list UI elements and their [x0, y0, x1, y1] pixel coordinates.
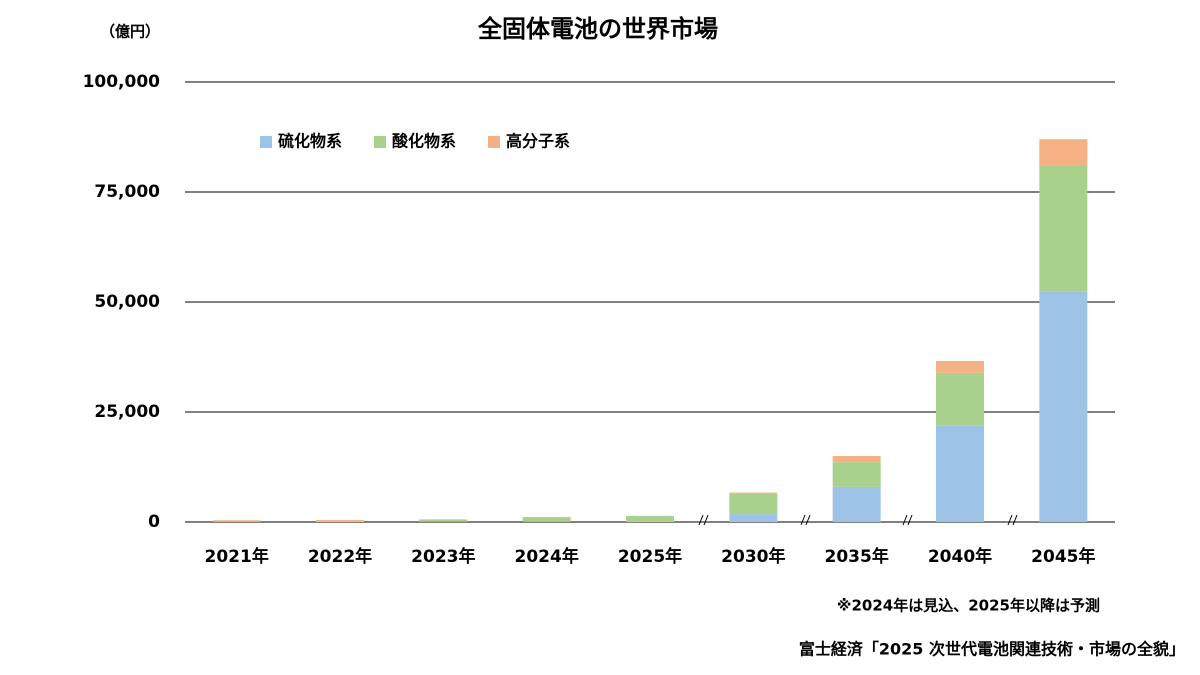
x-tick-label: 2030年 [721, 546, 785, 567]
y-tick-label: 0 [148, 512, 160, 532]
note: ※2024年は見込、2025年以降は予測 [837, 597, 1100, 615]
bar-segment [316, 521, 364, 522]
bar-segment [729, 492, 778, 494]
legend-swatch [374, 136, 386, 148]
legend-label: 高分子系 [506, 132, 570, 151]
y-tick-label: 25,000 [94, 402, 160, 422]
bar-segment [1039, 165, 1088, 292]
bar-segment [729, 493, 778, 515]
legend-label: 酸化物系 [392, 132, 456, 151]
x-tick-label: 2040年 [928, 546, 992, 567]
bar-segment [936, 425, 984, 522]
bar-segment [1039, 139, 1088, 166]
bar-segment [832, 456, 881, 463]
legend-label: 硫化物系 [278, 132, 342, 151]
bar-segment [419, 520, 468, 522]
bar-segment [832, 486, 881, 522]
bar-segment [729, 514, 778, 522]
x-tick-label: 2023年 [411, 546, 475, 567]
bar-segment [419, 519, 468, 521]
y-tick-label: 50,000 [94, 292, 160, 312]
axis-break-marks [698, 514, 1018, 526]
bar-segment [936, 372, 984, 426]
y-unit: （億円） [100, 23, 160, 41]
bar-segment [212, 520, 261, 522]
x-tick-label: 2021年 [205, 546, 269, 567]
bar-segment [522, 517, 571, 522]
source: 富士経済「2025 次世代電池関連技術・市場の全貌」 [799, 640, 1185, 659]
bar-segment [626, 521, 674, 522]
y-tick-label: 75,000 [94, 182, 160, 202]
x-tick-label: 2024年 [515, 546, 579, 567]
bar-segment [316, 520, 364, 522]
legend-swatch [488, 136, 500, 148]
bar-segment [832, 462, 881, 487]
chart-title: 全固体電池の世界市場 [477, 15, 718, 43]
legend-swatch [260, 136, 272, 148]
x-tick-label: 2045年 [1031, 546, 1095, 567]
y-tick-label: 100,000 [83, 72, 161, 92]
bar-segment [1039, 291, 1088, 522]
x-tick-label: 2022年 [308, 546, 372, 567]
x-tick-label: 2035年 [825, 546, 889, 567]
x-tick-label: 2025年 [618, 546, 682, 567]
bar-segment [626, 516, 674, 522]
bar-segment [936, 360, 984, 373]
